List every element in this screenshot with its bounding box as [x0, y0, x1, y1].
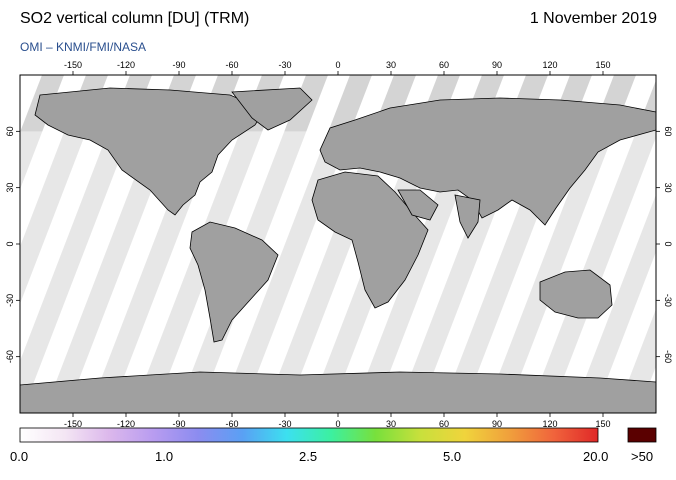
lon-tick-label: 0 [335, 419, 340, 429]
africa [311, 171, 429, 309]
lon-tick-label: 30 [386, 419, 396, 429]
lon-tick-label: 120 [542, 60, 557, 70]
continents [20, 87, 656, 413]
greenland [231, 87, 313, 131]
south-america [189, 221, 279, 343]
lon-tick-label: 0 [335, 60, 340, 70]
lat-tick-label: -60 [5, 350, 15, 363]
swath-band [550, 137, 656, 413]
map-title: SO2 vertical column [DU] (TRM) [20, 10, 250, 27]
lat-tick-label: 60 [663, 126, 673, 136]
lon-tick-label: -120 [117, 419, 135, 429]
colorbar-label-3: 5.0 [443, 449, 462, 464]
swath-band [198, 75, 350, 413]
map-date: 1 November 2019 [529, 10, 657, 27]
lon-tick-label: 60 [439, 419, 449, 429]
colorbar-overflow-label: >50 [631, 449, 654, 464]
lon-ticks-top: -150 -120 -90 -60 -30 0 30 60 90 120 150 [64, 60, 611, 75]
lat-tick-label: 60 [5, 126, 15, 136]
lat-tick-label: -30 [663, 294, 673, 307]
lat-ticks-left: 60 30 0 -30 -60 [5, 126, 20, 363]
lon-tick-label: 120 [542, 419, 557, 429]
lat-tick-label: 0 [663, 241, 673, 246]
colorbar [19, 427, 599, 443]
lon-tick-label: 90 [492, 60, 502, 70]
lon-tick-label: -90 [172, 419, 185, 429]
lat-tick-label: -60 [663, 350, 673, 363]
lon-tick-label: 150 [595, 60, 610, 70]
lon-tick-label: 150 [595, 419, 610, 429]
lat-tick-label: 30 [5, 183, 15, 193]
lat-ticks-right: 60 30 0 -30 -60 [656, 126, 673, 363]
lon-tick-label: -120 [117, 60, 135, 70]
lon-tick-label: -60 [225, 419, 238, 429]
swath-band [110, 75, 262, 413]
colorbar-overflow-swatch [627, 427, 657, 443]
arabia [397, 189, 439, 221]
lat-tick-label: -30 [5, 294, 15, 307]
colorbar-label-4: 20.0 [583, 449, 609, 464]
lon-tick-label: -150 [64, 419, 82, 429]
antarctica [20, 371, 656, 413]
colorbar-label-2: 2.5 [299, 449, 318, 464]
lon-tick-label: 90 [492, 419, 502, 429]
australia [539, 269, 613, 319]
lon-tick-label: -150 [64, 60, 82, 70]
india [454, 194, 481, 239]
lon-tick-label: -30 [278, 419, 291, 429]
lon-tick-label: 60 [439, 60, 449, 70]
lat-tick-label: 0 [5, 241, 15, 246]
colorbar-label-0: 0.0 [10, 449, 29, 464]
swath-band [506, 75, 656, 413]
map-credit: OMI – KNMI/FMI/NASA [20, 40, 147, 54]
lon-ticks-bottom: -150 -120 -90 -60 -30 0 30 60 90 120 150 [64, 413, 611, 429]
lat-tick-label: 30 [663, 183, 673, 193]
eurasia [319, 97, 656, 226]
lon-tick-label: 30 [386, 60, 396, 70]
swath-band [594, 251, 656, 413]
lon-tick-label: -90 [172, 60, 185, 70]
swath-band [20, 75, 42, 133]
colorbar-label-1: 1.0 [155, 449, 174, 464]
lon-tick-label: -60 [225, 60, 238, 70]
lon-tick-label: -30 [278, 60, 291, 70]
